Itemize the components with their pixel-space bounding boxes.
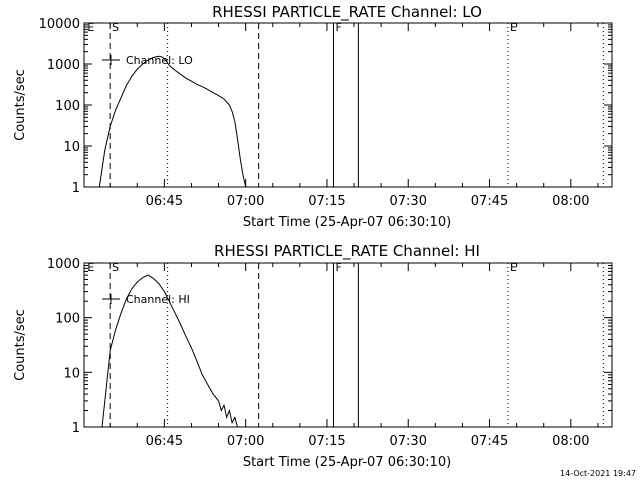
y-tick-label: 100 <box>55 312 80 327</box>
y-tick-label: 10000 <box>39 17 80 32</box>
x-axis-label-lo: Start Time (25-Apr-07 06:30:10) <box>243 215 451 230</box>
y-tick-label: 1000 <box>47 257 80 272</box>
x-axis-ticks-hi: 06:45 07:00 07:15 07:30 07:45 08:00 <box>109 263 599 449</box>
legend-lo: Channel: LO <box>102 54 193 67</box>
y-tick-label: 100 <box>55 99 80 114</box>
x-tick-label: 07:00 <box>227 434 264 449</box>
event-marker-label: E <box>87 261 94 274</box>
event-marker-label: E <box>510 21 517 34</box>
x-tick-label: 07:45 <box>471 434 508 449</box>
y-tick-label: 1 <box>72 421 80 436</box>
series-line-lo <box>98 55 247 188</box>
chart-title-hi: RHESSI PARTICLE_RATE Channel: HI <box>214 242 480 261</box>
x-tick-label: 08:00 <box>552 194 589 209</box>
x-axis-ticks-lo: 06:45 07:00 07:15 07:30 07:45 08:00 <box>109 23 599 209</box>
x-tick-label: 06:45 <box>146 194 183 209</box>
x-tick-label: 08:00 <box>552 434 589 449</box>
y-tick-label: 1000 <box>47 58 80 73</box>
event-marker-label: E <box>510 261 517 274</box>
event-marker-label: S <box>112 261 119 274</box>
y-axis-label-lo: Counts/sec <box>13 69 28 141</box>
plot-frame-hi <box>83 262 613 428</box>
legend-label-hi: Channel: HI <box>126 293 190 306</box>
x-tick-label: 06:45 <box>146 434 183 449</box>
x-tick-label: 07:15 <box>308 434 345 449</box>
y-axis-ticks-hi: 1 10 100 1000 <box>47 257 612 436</box>
y-axis-ticks-lo: 1 10 100 1000 10000 <box>39 17 612 196</box>
x-axis-label-hi: Start Time (25-Apr-07 06:30:10) <box>243 455 451 470</box>
y-axis-label-hi: Counts/sec <box>13 309 28 381</box>
legend-label-lo: Channel: LO <box>126 54 193 67</box>
x-tick-label: 07:15 <box>308 194 345 209</box>
event-marker-label: E <box>87 21 94 34</box>
footer-timestamp: 14-Oct-2021 19:47 <box>560 469 636 478</box>
x-tick-label: 07:30 <box>390 194 427 209</box>
plot-frame-lo <box>83 22 613 188</box>
x-tick-label: 07:00 <box>227 194 264 209</box>
y-tick-label: 10 <box>63 366 80 381</box>
event-marker-label: F <box>335 21 341 34</box>
event-marker-label: S <box>112 21 119 34</box>
y-tick-label: 1 <box>72 181 80 196</box>
chart-title-lo: RHESSI PARTICLE_RATE Channel: LO <box>212 3 482 22</box>
event-marker-label: F <box>335 261 341 274</box>
series-line-hi <box>101 274 241 428</box>
x-tick-label: 07:45 <box>471 194 508 209</box>
legend-hi: Channel: HI <box>102 293 190 306</box>
x-tick-label: 07:30 <box>390 434 427 449</box>
y-tick-label: 10 <box>63 140 80 155</box>
